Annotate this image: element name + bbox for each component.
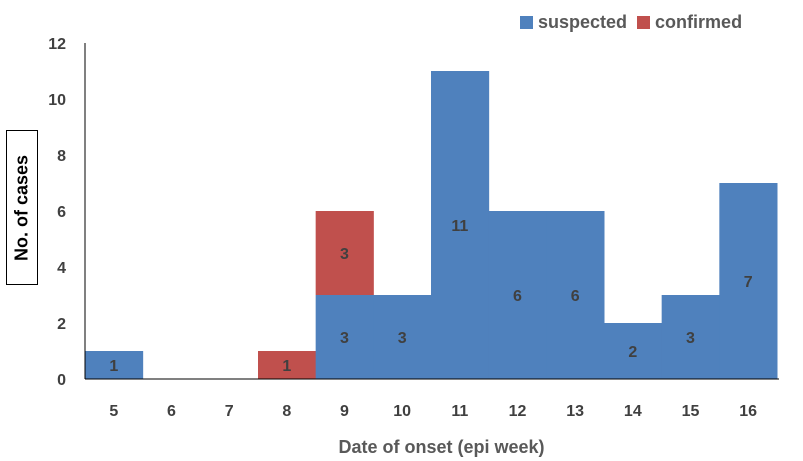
bar-confirmed-9 xyxy=(315,211,374,295)
x-tick-label-15: 15 xyxy=(682,403,700,420)
bar-suspected-11 xyxy=(431,71,490,379)
legend-swatch-confirmed xyxy=(637,16,651,29)
data-label-suspected-16: 7 xyxy=(744,274,753,291)
bar-suspected-15 xyxy=(661,295,720,379)
x-tick-label-16: 16 xyxy=(739,403,757,420)
data-label-confirmed-8: 1 xyxy=(282,358,291,375)
x-tick-label-12: 12 xyxy=(509,403,527,420)
x-tick-label-10: 10 xyxy=(393,403,411,420)
bar-suspected-5 xyxy=(85,351,144,379)
legend-swatch-suspected xyxy=(520,16,533,29)
x-tick-label-8: 8 xyxy=(282,403,291,420)
data-label-suspected-11: 11 xyxy=(451,218,468,235)
x-tick-label-6: 6 xyxy=(167,403,176,420)
data-label-suspected-15: 3 xyxy=(686,330,695,347)
data-label-suspected-10: 3 xyxy=(398,330,407,347)
y-tick-label-4: 4 xyxy=(57,260,66,277)
x-tick-label-14: 14 xyxy=(624,403,642,420)
y-axis-label-box xyxy=(6,130,38,285)
y-tick-label-8: 8 xyxy=(57,148,66,165)
legend-label-confirmed: confirmed xyxy=(655,12,743,32)
data-label-suspected-13: 6 xyxy=(571,288,580,305)
data-label-confirmed-9: 3 xyxy=(340,246,349,263)
y-tick-label-10: 10 xyxy=(48,92,66,109)
legend: suspected confirmed xyxy=(520,12,752,33)
x-tick-label-5: 5 xyxy=(109,403,118,420)
data-label-suspected-14: 2 xyxy=(628,344,637,361)
x-tick-label-9: 9 xyxy=(340,403,349,420)
bar-suspected-9 xyxy=(315,295,374,379)
data-label-suspected-5: 1 xyxy=(109,358,118,375)
bar-confirmed-8 xyxy=(258,351,317,379)
y-tick-label-6: 6 xyxy=(57,204,66,221)
y-tick-label-0: 0 xyxy=(57,372,66,389)
legend-item-suspected: suspected xyxy=(520,12,627,33)
x-axis-label: Date of onset (epi week) xyxy=(338,437,545,457)
x-tick-label-13: 13 xyxy=(566,403,584,420)
legend-label-suspected: suspected xyxy=(538,12,628,32)
y-tick-label-2: 2 xyxy=(57,316,66,333)
bar-suspected-14 xyxy=(604,323,663,379)
x-tick-label-7: 7 xyxy=(225,403,234,420)
x-tick-label-11: 11 xyxy=(451,403,468,420)
legend-item-confirmed: confirmed xyxy=(637,12,742,33)
data-label-suspected-9: 3 xyxy=(340,330,349,347)
y-tick-label-12: 12 xyxy=(48,36,66,53)
bar-suspected-10 xyxy=(373,295,432,379)
bar-suspected-16 xyxy=(719,183,778,379)
bar-suspected-12 xyxy=(488,211,547,379)
data-label-suspected-12: 6 xyxy=(513,288,522,305)
bar-suspected-13 xyxy=(546,211,605,379)
